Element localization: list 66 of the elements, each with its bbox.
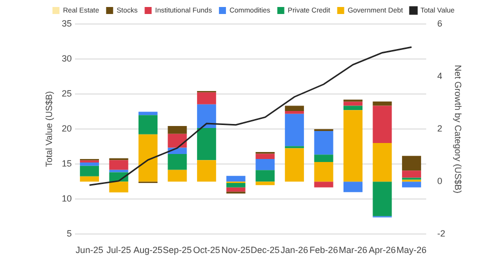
bar [138, 134, 158, 182]
bar [402, 170, 422, 178]
x-tick-label: Apr-26 [368, 245, 396, 256]
bar [197, 104, 216, 128]
bar [284, 106, 304, 111]
bar [372, 106, 392, 144]
bar [256, 182, 275, 186]
bar [402, 182, 422, 188]
x-tick-label: Jun-25 [76, 245, 104, 256]
bar [372, 143, 392, 182]
bar [372, 182, 392, 216]
bar [372, 102, 392, 106]
x-tick-label: Dec-25 [250, 245, 280, 256]
bar [314, 182, 334, 188]
bar [284, 114, 304, 146]
y2-tick-label: 4 [437, 71, 442, 82]
bar [109, 182, 128, 192]
bar [226, 187, 246, 192]
x-tick-label: Jan-26 [280, 245, 308, 256]
x-tick-label: Nov-25 [221, 245, 250, 256]
bar [314, 130, 334, 155]
bar [343, 106, 363, 110]
bar [314, 154, 334, 162]
y-tick-label: 30 [62, 54, 72, 64]
bar [256, 170, 275, 182]
y2-tick-label: -2 [437, 228, 446, 239]
y-tick-label: 35 [62, 18, 72, 28]
y-tick-label: 20 [62, 124, 72, 134]
x-tick-label: Feb-26 [309, 245, 338, 256]
bar [343, 182, 363, 192]
bar [284, 110, 304, 114]
bar [343, 110, 363, 182]
bar [256, 159, 275, 170]
y2-axis-title: Net Growth by Category (US$B) [453, 64, 464, 194]
y2-tick-label: 6 [437, 18, 442, 28]
x-tick-label: Aug-25 [134, 245, 163, 256]
bar [284, 148, 304, 182]
x-tick-label: Mar-26 [338, 245, 368, 256]
x-tick-label: Oct-25 [193, 245, 220, 256]
y-axis-title: Total Value (US$B) [44, 91, 54, 168]
bar [226, 182, 246, 188]
y2-tick-label: 0 [437, 176, 442, 186]
bar [80, 162, 99, 166]
bar [168, 134, 187, 148]
y-tick-label: 5 [66, 228, 72, 239]
bar [138, 115, 158, 134]
x-tick-label: May-26 [396, 245, 427, 256]
bar [197, 160, 216, 182]
bar [168, 170, 187, 182]
bar [80, 176, 99, 182]
bar [226, 176, 246, 182]
y2-tick-label: 2 [437, 124, 442, 134]
bar [168, 126, 187, 134]
bar [314, 162, 334, 182]
y-tick-label: 15 [62, 158, 72, 169]
y-tick-label: 25 [62, 88, 72, 99]
bar [402, 156, 422, 171]
bar [80, 166, 99, 176]
y-tick-label: 10 [62, 194, 72, 204]
bar [256, 154, 275, 160]
bar [197, 128, 216, 160]
bar [168, 154, 187, 170]
bar [197, 92, 216, 104]
x-tick-label: Sep-25 [162, 245, 192, 256]
bar [109, 160, 128, 170]
x-tick-label: Jul-25 [106, 245, 131, 256]
